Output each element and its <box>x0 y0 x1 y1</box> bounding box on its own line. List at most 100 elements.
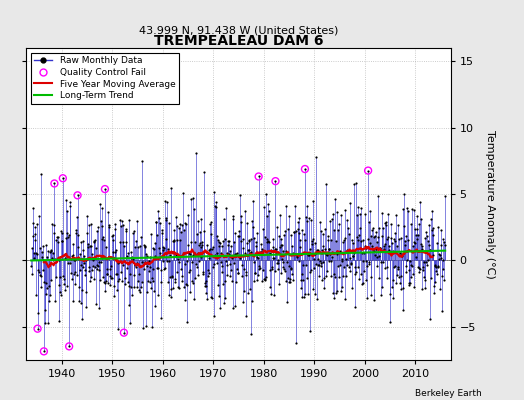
Point <box>213 233 221 240</box>
Point <box>223 271 231 278</box>
Point <box>308 236 316 242</box>
Point <box>51 256 59 262</box>
Point <box>305 269 314 276</box>
Point <box>84 221 93 228</box>
Point <box>116 239 124 246</box>
Point <box>181 219 189 226</box>
Point <box>413 232 422 238</box>
Point <box>154 208 162 214</box>
Point <box>276 244 285 251</box>
Point <box>243 220 251 227</box>
Point <box>430 290 438 296</box>
Point <box>312 154 320 160</box>
Point <box>309 285 317 292</box>
Point <box>368 243 377 249</box>
Point <box>370 248 379 254</box>
Point <box>101 186 109 192</box>
Point <box>176 221 184 227</box>
Point <box>72 272 81 278</box>
Point <box>253 229 261 236</box>
Point <box>145 258 154 264</box>
Point <box>107 263 115 270</box>
Point <box>374 234 382 240</box>
Point <box>348 253 357 259</box>
Point <box>100 279 108 285</box>
Point <box>432 264 441 270</box>
Point <box>108 248 117 255</box>
Point <box>281 228 289 234</box>
Point <box>214 237 222 243</box>
Point <box>330 271 339 277</box>
Point <box>55 318 63 324</box>
Point <box>131 261 139 268</box>
Point <box>290 229 299 236</box>
Point <box>381 240 389 247</box>
Point <box>83 230 92 236</box>
Point <box>38 249 47 255</box>
Point <box>265 284 274 290</box>
Point <box>67 270 75 277</box>
Point <box>320 274 328 281</box>
Point <box>260 277 269 283</box>
Point <box>128 253 136 260</box>
Point <box>397 286 406 292</box>
Point <box>105 222 113 228</box>
Point <box>395 236 403 242</box>
Point <box>332 288 341 294</box>
Point <box>324 237 332 244</box>
Point <box>375 253 384 260</box>
Point <box>88 251 96 257</box>
Point <box>191 239 199 246</box>
Point <box>268 255 277 261</box>
Point <box>230 239 238 245</box>
Point <box>250 278 258 284</box>
Point <box>33 221 41 228</box>
Point <box>198 242 206 248</box>
Point <box>434 224 443 231</box>
Point <box>96 276 104 283</box>
Point <box>357 205 366 211</box>
Point <box>134 244 143 250</box>
Point <box>117 217 126 224</box>
Point <box>45 283 53 289</box>
Point <box>433 271 441 277</box>
Point <box>392 212 400 218</box>
Point <box>205 246 214 253</box>
Point <box>237 213 245 220</box>
Point <box>240 266 248 272</box>
Point <box>350 181 358 187</box>
Point <box>126 320 134 326</box>
Point <box>147 324 156 330</box>
Point <box>86 278 94 284</box>
Point <box>112 270 120 277</box>
Point <box>85 243 94 249</box>
Point <box>222 205 230 211</box>
Point <box>299 277 308 283</box>
Point <box>400 238 409 244</box>
Point <box>401 242 409 248</box>
Point <box>258 246 266 252</box>
Point <box>103 271 111 277</box>
Point <box>298 294 307 300</box>
Point <box>311 251 319 257</box>
Point <box>110 293 118 300</box>
Point <box>67 256 75 262</box>
Point <box>441 242 449 248</box>
Point <box>68 253 76 260</box>
Point <box>285 213 293 219</box>
Point <box>77 238 85 245</box>
Point <box>123 253 131 259</box>
Point <box>85 264 94 270</box>
Point <box>386 318 394 325</box>
Point <box>112 247 121 254</box>
Point <box>239 245 248 252</box>
Point <box>96 201 104 207</box>
Point <box>297 285 305 292</box>
Point <box>128 292 137 298</box>
Point <box>293 253 302 259</box>
Point <box>396 280 405 286</box>
Point <box>313 247 321 254</box>
Point <box>378 210 386 216</box>
Point <box>58 238 66 245</box>
Point <box>420 277 429 284</box>
